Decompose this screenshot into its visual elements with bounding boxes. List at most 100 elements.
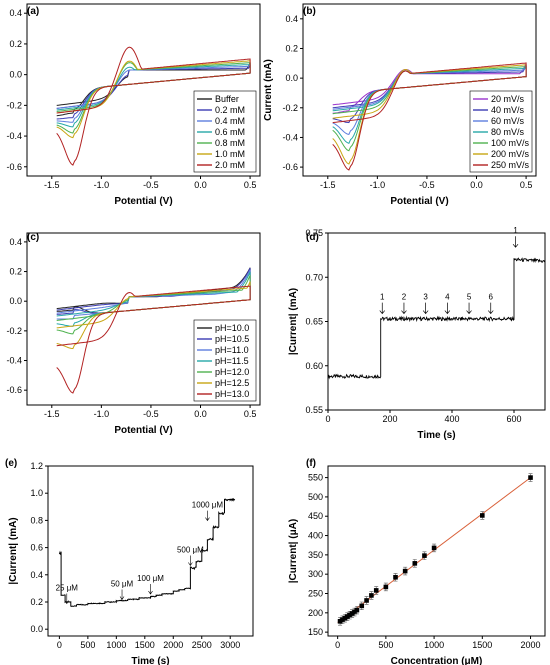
legend-entry-a: Buffer — [215, 94, 239, 104]
y-tick-label-d: 0.55 — [305, 405, 323, 415]
x-tick-label-e: 1000 — [106, 640, 126, 650]
x-tick-label-f: 1000 — [424, 640, 444, 650]
x-tick-label-c: -1.5 — [44, 409, 60, 419]
y-tick-label-e: 0.6 — [30, 543, 43, 553]
y-tick-label-f: 350 — [308, 550, 323, 560]
data-point-f — [402, 568, 408, 574]
y-tick-label-b: -0.4 — [282, 132, 298, 142]
data-point-f — [349, 611, 355, 616]
injection-arrow-d — [444, 302, 451, 315]
injection-label-d: 5 — [467, 293, 472, 302]
x-tick-label-f: 2000 — [521, 640, 541, 650]
data-point-f — [412, 561, 418, 566]
x-tick-label-b: -1.0 — [370, 180, 386, 190]
legend-entry-b: 40 mV/s — [491, 105, 525, 115]
x-tick-label-b: -1.5 — [320, 180, 336, 190]
plot-frame-e — [47, 465, 254, 637]
y-tick-label-e: 1.2 — [30, 461, 43, 471]
y-tick-label-a: -0.6 — [6, 162, 22, 172]
data-point-f — [340, 617, 345, 623]
y-tick-label-c: -0.2 — [6, 326, 22, 336]
concentration-arrow-e — [205, 510, 210, 522]
x-tick-label-a: -1.0 — [94, 180, 110, 190]
y-tick-label-f: 300 — [308, 569, 323, 579]
x-tick-label-f: 0 — [335, 640, 340, 650]
x-tick-label-b: 0.0 — [470, 180, 483, 190]
y-tick-label-b: -0.6 — [282, 162, 298, 172]
y-tick-label-b: 0.0 — [285, 73, 298, 83]
y-tick-label-f: 200 — [308, 608, 323, 618]
x-tick-label-c: 0.5 — [244, 409, 257, 419]
legend-entry-a: 2.0 mM — [215, 160, 245, 170]
panel-e: (e) 0 500 1000 1500 2000 2500 3000 0.0 0.2 0.4 0.6 0… — [5, 458, 254, 665]
x-tick-label-f: 1500 — [472, 640, 492, 650]
legend-entry-b: 200 mV/s — [491, 149, 530, 159]
x-tick-label-b: -0.5 — [419, 180, 435, 190]
x-tick-label-e: 1500 — [135, 640, 155, 650]
legend-entry-a: 0.8 mM — [215, 138, 245, 148]
x-tick-label-e: 2500 — [192, 640, 212, 650]
x-tick-label-e: 2000 — [163, 640, 183, 650]
x-tick-label-c: -1.0 — [94, 409, 110, 419]
data-point-f — [373, 588, 379, 593]
y-tick-label-f: 500 — [308, 492, 323, 502]
injection-label-d: 2 — [402, 293, 407, 302]
data-point-f — [480, 513, 485, 518]
concentration-label-e: 1000 μM — [192, 501, 224, 510]
plot-frame-d — [327, 232, 546, 411]
cv-curve-c-3 — [56, 271, 251, 327]
injection-arrow-d — [512, 236, 519, 248]
y-tick-label-d: 0.60 — [305, 361, 323, 371]
y-tick-label-f: 150 — [308, 627, 323, 637]
x-tick-label-e: 0 — [57, 640, 62, 650]
y-tick-label-f: 250 — [308, 589, 323, 599]
x-axis-label-d: Time (s) — [417, 430, 455, 441]
injection-arrow-d — [487, 302, 494, 315]
plot-area-d — [328, 257, 545, 380]
x-tick-label-d: 600 — [506, 414, 521, 424]
legend-entry-b: 80 mV/s — [491, 127, 525, 137]
plot-area-e — [58, 497, 236, 607]
legend-entry-b: 100 mV/s — [491, 138, 530, 148]
legend-entry-a: 0.6 mM — [215, 127, 245, 137]
injection-arrow-d — [401, 302, 407, 315]
injection-label-d: 4 — [445, 293, 450, 302]
cv-curve-a-6 — [56, 46, 251, 166]
legend-entry-b: 20 mV/s — [491, 94, 525, 104]
concentration-arrow-e — [64, 593, 70, 605]
cv-curve-c-6 — [56, 285, 251, 394]
legend-entry-b: 250 mV/s — [491, 160, 530, 170]
concentration-arrow-e — [119, 589, 125, 601]
x-tick-label-f: 500 — [378, 640, 393, 650]
cv-curve-b-6 — [332, 62, 527, 171]
legend-entry-c: pH=10.5 — [215, 334, 249, 344]
y-tick-label-a: 0.4 — [9, 8, 22, 18]
data-point-f — [431, 545, 437, 551]
legend-entry-c: pH=11.5 — [215, 356, 249, 366]
y-tick-label-d: 0.65 — [305, 317, 323, 327]
panel-label-f: (f) — [306, 458, 316, 469]
x-tick-label-d: 400 — [444, 414, 459, 424]
x-tick-label-e: 500 — [80, 640, 95, 650]
y-tick-label-a: 0.0 — [9, 70, 22, 80]
data-point-f — [528, 475, 533, 480]
panel-label-d: (d) — [306, 232, 319, 243]
plot-area-a — [56, 46, 251, 166]
amperometric-trace-d — [328, 257, 545, 380]
legend-entry-c: pH=11.0 — [215, 345, 249, 355]
y-axis-label-f: |Current| (μA) — [288, 519, 299, 584]
y-tick-label-f: 550 — [308, 473, 323, 483]
y-tick-label-e: 0.2 — [30, 597, 43, 607]
panel-f: (f) 0 500 1000 1500 2000 150 200 250 300 350 400 450… — [288, 458, 546, 665]
y-tick-label-c: 0.0 — [9, 296, 22, 306]
y-tick-label-e: 0.8 — [30, 515, 43, 525]
data-point-f — [342, 615, 348, 621]
plot-frame-c — [26, 232, 261, 406]
y-tick-label-e: 0.4 — [30, 570, 43, 580]
y-tick-label-a: -0.4 — [6, 131, 22, 141]
data-point-f — [347, 612, 352, 618]
concentration-label-e: 500 μM — [177, 545, 204, 554]
plot-frame-a — [26, 3, 261, 177]
data-point-f — [354, 607, 360, 613]
panel-label-e: (e) — [5, 458, 17, 469]
